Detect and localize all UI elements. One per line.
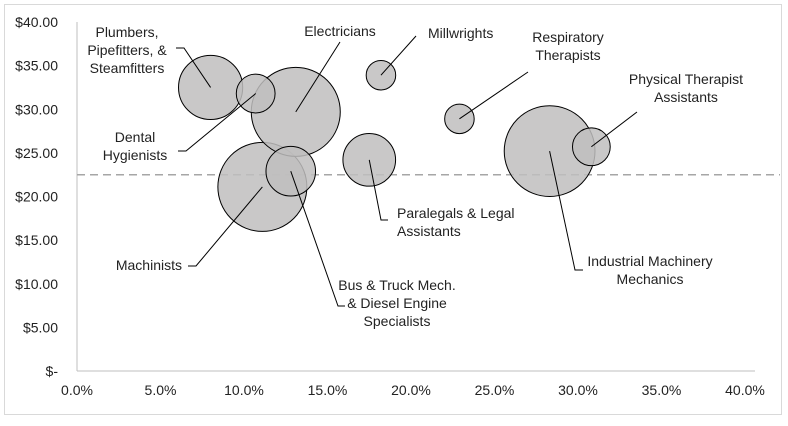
data-label: Respiratory xyxy=(532,29,604,45)
data-label: Assistants xyxy=(397,223,461,239)
leader-line xyxy=(368,159,388,221)
leader-line xyxy=(459,71,529,120)
y-tick-label: $15.00 xyxy=(15,232,58,248)
y-tick-label: $30.00 xyxy=(15,101,58,117)
y-tick-label: $40.00 xyxy=(15,14,58,30)
data-label: Bus & Truck Mech. xyxy=(338,277,455,293)
data-label: Industrial Machinery xyxy=(587,253,712,269)
y-tick-label: $5.00 xyxy=(23,319,58,335)
x-tick-label: 30.0% xyxy=(558,382,598,398)
data-label: Pipefitters, & xyxy=(87,42,167,58)
y-tick-label: $- xyxy=(46,363,59,379)
y-tick-label: $35.00 xyxy=(15,58,58,74)
data-label: Electricians xyxy=(304,23,376,39)
y-tick-label: $20.00 xyxy=(15,189,58,205)
leader-line xyxy=(380,35,417,76)
x-tick-label: 20.0% xyxy=(391,382,431,398)
leader-line xyxy=(176,47,212,88)
data-label: Mechanics xyxy=(617,271,684,287)
data-label: Specialists xyxy=(364,313,431,329)
data-label: Millwrights xyxy=(428,25,493,41)
leader-line xyxy=(178,93,257,152)
bubble xyxy=(235,73,276,114)
data-label: Paralegals & Legal xyxy=(397,205,515,221)
leader-line xyxy=(591,111,638,148)
x-tick-label: 5.0% xyxy=(145,382,177,398)
data-label: Dental xyxy=(115,129,155,145)
y-tick-label: $25.00 xyxy=(15,145,58,161)
leader-line xyxy=(295,41,341,113)
data-label: Physical Therapist xyxy=(629,71,743,87)
data-label: Plumbers, xyxy=(95,24,158,40)
x-tick-label: 35.0% xyxy=(642,382,682,398)
leader-line xyxy=(188,186,263,267)
data-label: Machinists xyxy=(116,257,182,273)
y-tick-label: $10.00 xyxy=(15,276,58,292)
data-label: Hygienists xyxy=(103,147,168,163)
data-label: Therapists xyxy=(535,47,600,63)
x-tick-label: 40.0% xyxy=(725,382,765,398)
leader-line xyxy=(549,151,583,271)
data-label: Steamfitters xyxy=(90,60,165,76)
data-label: Assistants xyxy=(654,89,718,105)
x-tick-label: 10.0% xyxy=(224,382,264,398)
x-tick-label: 15.0% xyxy=(308,382,348,398)
x-tick-label: 25.0% xyxy=(475,382,515,398)
x-tick-label: 0.0% xyxy=(61,382,93,398)
data-label: & Diesel Engine xyxy=(347,295,447,311)
leader-line xyxy=(290,171,345,307)
